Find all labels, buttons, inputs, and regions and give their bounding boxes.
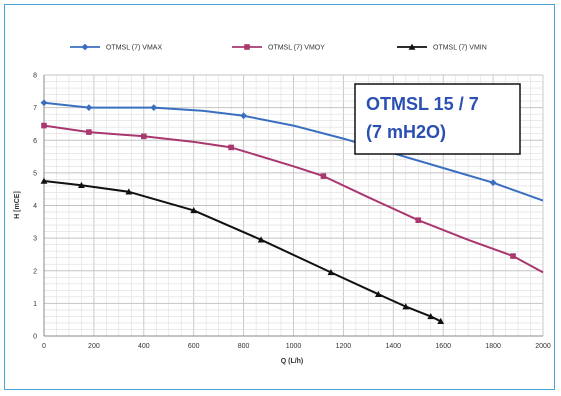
data-point bbox=[228, 144, 234, 151]
data-point bbox=[402, 303, 410, 310]
data-point bbox=[141, 133, 147, 140]
data-point bbox=[125, 188, 133, 195]
y-tick-labels: 0 1 2 3 4 5 6 7 8 bbox=[33, 73, 37, 341]
y-tick-label: 2 bbox=[33, 268, 37, 275]
data-point bbox=[240, 112, 247, 120]
series-line bbox=[43, 101, 544, 202]
data-point bbox=[320, 173, 327, 179]
y-tick-label: 6 bbox=[33, 138, 37, 145]
y-tick-label: 0 bbox=[33, 334, 37, 341]
axes bbox=[43, 75, 543, 337]
x-tick-label: 1000 bbox=[286, 343, 302, 350]
legend-marker bbox=[81, 43, 89, 51]
info-box: OTMSL 15 / 7 (7 mH2O) bbox=[354, 83, 521, 155]
y-tick-label: 1 bbox=[33, 301, 37, 308]
data-point bbox=[374, 290, 382, 297]
data-point bbox=[85, 104, 93, 112]
data-point bbox=[327, 268, 335, 276]
legend-item: OTMSL (7) VMIN bbox=[397, 43, 487, 52]
x-tick-label: 800 bbox=[238, 343, 250, 350]
data-point bbox=[41, 122, 47, 129]
data-point bbox=[415, 217, 422, 223]
legend-label: OTMSL (7) VMAX bbox=[106, 45, 162, 52]
series-group bbox=[40, 99, 544, 325]
data-point bbox=[510, 253, 516, 259]
x-axis-label: Q (L/h) bbox=[281, 358, 304, 365]
series-1 bbox=[40, 99, 544, 202]
y-tick-label: 3 bbox=[33, 236, 37, 243]
data-point bbox=[86, 129, 92, 135]
data-point bbox=[78, 181, 85, 188]
series-line bbox=[43, 180, 442, 323]
series-3 bbox=[40, 177, 445, 325]
x-tick-label: 400 bbox=[138, 343, 150, 350]
legend-label: OTMSL (7) VMIN bbox=[433, 45, 487, 52]
x-tick-label: 1600 bbox=[435, 343, 451, 350]
y-tick-label: 7 bbox=[33, 105, 37, 112]
legend-item: OTMSL (7) VMOY bbox=[232, 44, 325, 52]
legend-label: OTMSL (7) VMOY bbox=[268, 45, 325, 52]
y-tick-label: 5 bbox=[33, 170, 37, 177]
info-box-border bbox=[354, 83, 521, 155]
y-tick-label: 8 bbox=[33, 73, 37, 80]
x-tick-label: 1800 bbox=[485, 343, 501, 350]
y-axis-label: H [mCE] bbox=[14, 191, 21, 219]
series-2 bbox=[41, 122, 544, 274]
chart-frame bbox=[4, 4, 555, 390]
data-point bbox=[190, 206, 198, 214]
legend: OTMSL (7) VMAX OTMSL (7) VMOY OTMSL (7) VM… bbox=[70, 43, 487, 52]
series-line bbox=[43, 124, 544, 274]
x-tick-label: 200 bbox=[88, 343, 100, 350]
x-tick-label: 2000 bbox=[535, 343, 551, 350]
data-point bbox=[437, 317, 445, 325]
data-point bbox=[489, 179, 497, 187]
info-box-subtitle: (7 mH2O) bbox=[366, 122, 446, 142]
x-tick-label: 0 bbox=[42, 343, 46, 350]
info-box-title: OTMSL 15 / 7 bbox=[366, 94, 479, 114]
x-tick-label: 1200 bbox=[336, 343, 352, 350]
legend-item: OTMSL (7) VMAX bbox=[70, 43, 162, 52]
x-tick-label: 1400 bbox=[386, 343, 402, 350]
x-tick-label: 600 bbox=[188, 343, 200, 350]
data-point bbox=[40, 99, 48, 107]
x-tick-labels: 0 200 400 600 800 1000 1200 1400 1600 1800 2000 bbox=[42, 343, 551, 350]
y-tick-label: 4 bbox=[33, 203, 37, 210]
data-point bbox=[427, 313, 435, 320]
data-point bbox=[150, 104, 158, 112]
data-point bbox=[257, 236, 265, 243]
legend-marker bbox=[244, 44, 250, 50]
legend-marker bbox=[408, 43, 416, 50]
data-point bbox=[40, 177, 48, 184]
